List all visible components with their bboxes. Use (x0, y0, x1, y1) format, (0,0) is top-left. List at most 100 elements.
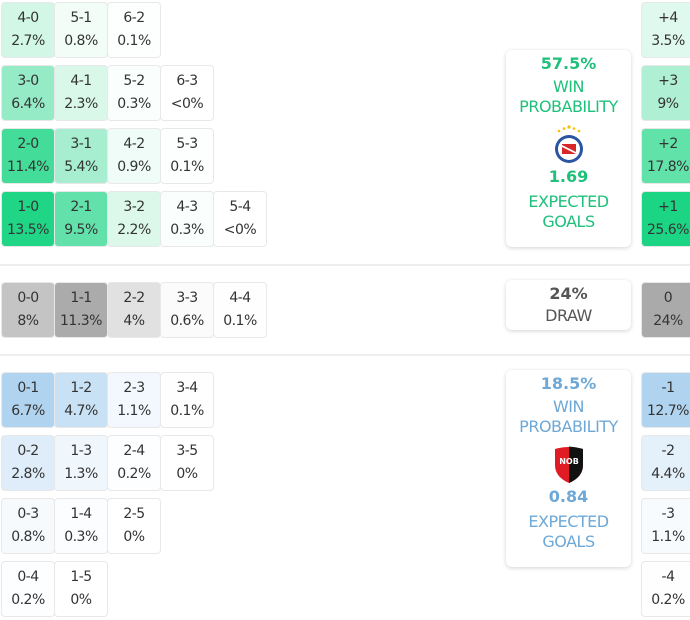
score-label: 1-2 (70, 380, 92, 396)
probability-value: 0.3% (170, 222, 204, 238)
probability-value: 9.5% (64, 222, 98, 238)
score-cell: 4-1 2.3% (54, 65, 108, 121)
score-label: 3-4 (176, 380, 198, 396)
score-cell: 2-4 0.2% (107, 435, 161, 491)
score-cell: 3-1 5.4% (54, 128, 108, 184)
probability-value: 25.6% (647, 222, 689, 238)
score-label: +2 (658, 136, 678, 152)
home-xg: 1.69 (548, 167, 589, 186)
probability-value: 2.3% (64, 96, 98, 112)
probability-value: 6.7% (11, 403, 45, 419)
margin-cell: -2 4.4% (641, 435, 690, 491)
score-cell: 1-4 0.3% (54, 498, 108, 554)
score-label: 1-4 (70, 506, 92, 522)
score-label: 3-0 (17, 73, 39, 89)
probability-value: 0.3% (64, 529, 98, 545)
score-cell: 3-0 6.4% (1, 65, 55, 121)
score-label: 3-5 (176, 443, 198, 459)
score-cell: 6-3 <0% (160, 65, 214, 121)
argentinos-juniors-crest-icon (552, 125, 586, 165)
probability-value: 12.7% (647, 403, 689, 419)
score-cell: 1-3 1.3% (54, 435, 108, 491)
score-label: 4-4 (229, 290, 251, 306)
score-cell: 4-0 2.7% (1, 2, 55, 58)
score-label: +3 (658, 73, 678, 89)
score-cell: 5-1 0.8% (54, 2, 108, 58)
score-label: 2-5 (123, 506, 145, 522)
score-cell: 3-4 0.1% (160, 372, 214, 428)
score-cell: 6-2 0.1% (107, 2, 161, 58)
score-cell: 4-4 0.1% (213, 282, 267, 338)
home-win-label: WIN (552, 77, 585, 96)
probability-value: 0.1% (170, 159, 204, 175)
score-label: -2 (661, 443, 675, 459)
probability-value: 4.4% (651, 466, 685, 482)
score-cell: 2-5 0% (107, 498, 161, 554)
score-cell: 0-4 0.2% (1, 561, 55, 617)
probability-value: 0.1% (117, 33, 151, 49)
probability-value: 8% (17, 313, 39, 329)
probability-value: 0.2% (117, 466, 151, 482)
probability-value: 1.1% (651, 529, 685, 545)
margin-cell: -4 0.2% (641, 561, 690, 617)
score-label: 3-2 (123, 199, 145, 215)
score-label: 4-2 (123, 136, 145, 152)
probability-value: 3.5% (651, 33, 685, 49)
margin-cell: +3 9% (641, 65, 690, 121)
score-label: 5-1 (70, 10, 92, 26)
score-label: 5-3 (176, 136, 198, 152)
score-cell: 2-3 1.1% (107, 372, 161, 428)
probability-value: 4% (123, 313, 145, 329)
score-cell: 0-2 2.8% (1, 435, 55, 491)
score-label: 2-4 (123, 443, 145, 459)
svg-text:NOB: NOB (559, 457, 579, 466)
draw-label: DRAW (545, 306, 592, 325)
margin-cell: +2 17.8% (641, 128, 690, 184)
score-cell: 3-3 0.6% (160, 282, 214, 338)
score-label: 0 (663, 290, 673, 306)
probability-value: 11.4% (7, 159, 49, 175)
score-label: 2-0 (17, 136, 39, 152)
probability-value: 0.1% (223, 313, 257, 329)
score-cell: 0-0 8% (1, 282, 55, 338)
score-label: 5-2 (123, 73, 145, 89)
away-win-label: WIN (552, 397, 585, 416)
score-cell: 4-2 0.9% (107, 128, 161, 184)
score-cell: 1-1 11.3% (54, 282, 108, 338)
score-label: 0-3 (17, 506, 39, 522)
home-win-pct: 57.5% (540, 54, 597, 73)
probability-value: 17.8% (647, 159, 689, 175)
probability-value: 4.7% (64, 403, 98, 419)
score-label: 1-5 (70, 569, 92, 585)
home-xg-label: EXPECTED (528, 192, 609, 211)
score-label: 1-3 (70, 443, 92, 459)
probability-value: 0.3% (117, 96, 151, 112)
probability-value: 1.3% (64, 466, 98, 482)
probability-value: 0.2% (651, 592, 685, 608)
score-cell: 4-3 0.3% (160, 191, 214, 247)
probability-value: 1.1% (117, 403, 151, 419)
score-label: 0-1 (17, 380, 39, 396)
divider (0, 264, 690, 266)
score-cell: 3-2 2.2% (107, 191, 161, 247)
probability-value: 0% (70, 592, 92, 608)
score-label: -4 (661, 569, 675, 585)
score-cell: 3-5 0% (160, 435, 214, 491)
score-label: +4 (658, 10, 678, 26)
score-label: 3-3 (176, 290, 198, 306)
score-cell: 0-3 0.8% (1, 498, 55, 554)
probability-value: 0.6% (170, 313, 204, 329)
score-label: 6-2 (123, 10, 145, 26)
away-win-label-2: PROBABILITY (519, 417, 618, 436)
probability-value: 11.3% (60, 313, 102, 329)
margin-cell: -3 1.1% (641, 498, 690, 554)
probability-value: 0% (123, 529, 145, 545)
probability-value: 0% (176, 466, 198, 482)
draw-panel: 24% DRAW (506, 280, 631, 330)
away-xg-label-2: GOALS (542, 532, 595, 551)
probability-value: 6.4% (11, 96, 45, 112)
score-cell: 5-3 0.1% (160, 128, 214, 184)
score-label: 0-4 (17, 569, 39, 585)
score-cell: 1-2 4.7% (54, 372, 108, 428)
probability-value: 5.4% (64, 159, 98, 175)
